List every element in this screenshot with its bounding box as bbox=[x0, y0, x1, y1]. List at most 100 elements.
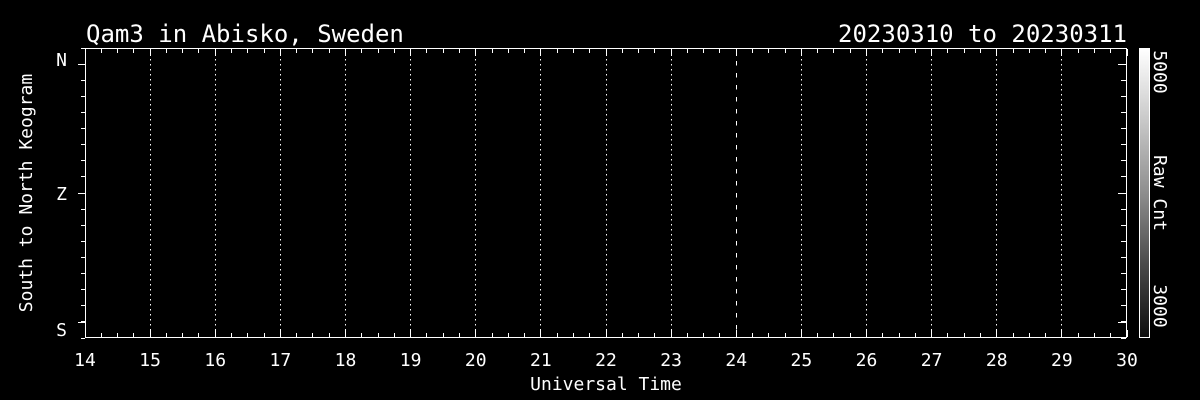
x-tick-label: 20 bbox=[464, 350, 487, 371]
x-minor-tick-bottom bbox=[231, 333, 233, 337]
x-minor-tick-top bbox=[914, 49, 916, 53]
y-minor-tick-left bbox=[81, 240, 85, 242]
y-minor-tick-left bbox=[81, 337, 85, 339]
chart-title: Qam3 in Abisko, Sweden bbox=[86, 20, 404, 48]
y-minor-tick-left bbox=[81, 224, 85, 226]
x-minor-tick-bottom bbox=[1077, 333, 1079, 337]
y-minor-tick-right bbox=[1121, 160, 1126, 162]
y-minor-tick-right bbox=[1121, 47, 1126, 49]
x-major-tick-top bbox=[735, 49, 737, 56]
y-major-tick-right bbox=[1118, 63, 1126, 65]
x-minor-tick-bottom bbox=[979, 333, 981, 337]
x-major-tick-top bbox=[345, 49, 346, 56]
x-minor-tick-top bbox=[833, 49, 835, 53]
x-minor-tick-bottom bbox=[1110, 333, 1112, 337]
y-minor-tick-right bbox=[1121, 95, 1126, 97]
y-minor-tick-left bbox=[81, 176, 85, 178]
x-major-tick-top bbox=[996, 49, 998, 56]
x-minor-tick-top bbox=[426, 49, 428, 53]
x-minor-tick-top bbox=[117, 49, 119, 53]
x-minor-tick-top bbox=[719, 49, 721, 53]
x-minor-tick-bottom bbox=[719, 333, 721, 337]
x-tick-label: 16 bbox=[204, 350, 227, 371]
y-minor-tick-right bbox=[1121, 144, 1126, 146]
x-minor-tick-top bbox=[556, 49, 558, 53]
x-tick-label: 24 bbox=[725, 350, 748, 371]
y-minor-tick-left bbox=[81, 208, 85, 210]
x-major-tick-top bbox=[279, 49, 281, 56]
x-minor-tick-bottom bbox=[768, 333, 770, 337]
x-major-tick-top bbox=[475, 49, 477, 56]
y-minor-tick-right bbox=[1121, 128, 1126, 130]
x-minor-tick-top bbox=[165, 49, 167, 53]
y-minor-tick-right bbox=[1121, 337, 1126, 339]
y-minor-tick-right bbox=[1121, 111, 1126, 113]
y-minor-tick-right bbox=[1121, 176, 1126, 178]
x-minor-tick-top bbox=[638, 49, 640, 53]
x-minor-tick-bottom bbox=[182, 333, 184, 337]
x-major-tick-bottom bbox=[1126, 330, 1128, 337]
x-major-tick-bottom bbox=[410, 330, 412, 337]
x-minor-tick-bottom bbox=[377, 333, 379, 337]
x-major-tick-top bbox=[149, 49, 151, 56]
x-major-tick-bottom bbox=[605, 330, 607, 337]
x-minor-tick-bottom bbox=[784, 333, 786, 337]
y-minor-tick-right bbox=[1121, 256, 1126, 258]
x-minor-tick-bottom bbox=[914, 333, 916, 337]
y-minor-tick-right bbox=[1121, 240, 1126, 242]
x-tick-label: 30 bbox=[1116, 350, 1138, 371]
x-minor-tick-top bbox=[621, 49, 623, 53]
x-minor-tick-bottom bbox=[1028, 333, 1030, 337]
x-major-tick-top bbox=[214, 49, 216, 56]
x-minor-tick-bottom bbox=[817, 333, 819, 337]
x-minor-tick-top bbox=[296, 49, 298, 53]
x-minor-tick-bottom bbox=[426, 333, 428, 337]
y-axis-title: South to North Keogram bbox=[16, 73, 37, 313]
midnight-dashed-line bbox=[735, 49, 737, 337]
x-minor-tick-bottom bbox=[898, 333, 900, 337]
x-major-tick-bottom bbox=[540, 330, 542, 337]
x-minor-tick-bottom bbox=[247, 333, 249, 337]
x-minor-tick-top bbox=[768, 49, 770, 53]
chart-date-range: 20230310 to 20230311 bbox=[838, 20, 1127, 48]
x-minor-tick-bottom bbox=[1093, 333, 1095, 337]
x-minor-tick-top bbox=[817, 49, 819, 53]
x-major-tick-top bbox=[931, 49, 933, 56]
x-minor-tick-bottom bbox=[133, 333, 135, 337]
x-minor-tick-bottom bbox=[654, 333, 656, 337]
x-minor-tick-bottom bbox=[686, 333, 688, 337]
x-tick-label: 28 bbox=[985, 350, 1008, 371]
y-minor-tick-left bbox=[81, 256, 85, 258]
hour-gridline bbox=[214, 49, 216, 337]
x-minor-tick-top bbox=[979, 49, 981, 53]
x-minor-tick-top bbox=[963, 49, 965, 53]
hour-gridline bbox=[540, 49, 542, 337]
x-major-tick-bottom bbox=[800, 330, 802, 337]
x-minor-tick-bottom bbox=[100, 333, 102, 337]
y-minor-tick-left bbox=[81, 273, 85, 275]
y-minor-tick-right bbox=[1121, 305, 1126, 307]
y-major-tick-left bbox=[78, 63, 85, 65]
y-minor-tick-left bbox=[81, 144, 85, 146]
x-major-tick-bottom bbox=[345, 330, 346, 337]
y-minor-tick-left bbox=[81, 79, 85, 81]
x-minor-tick-top bbox=[263, 49, 265, 53]
x-minor-tick-top bbox=[784, 49, 786, 53]
x-major-tick-top bbox=[605, 49, 607, 56]
x-minor-tick-top bbox=[328, 49, 330, 53]
y-major-tick-right bbox=[1118, 192, 1126, 194]
x-minor-tick-top bbox=[100, 49, 102, 53]
x-minor-tick-top bbox=[1077, 49, 1079, 53]
colorbar-title: Raw Cnt bbox=[1149, 155, 1170, 231]
x-minor-tick-top bbox=[1110, 49, 1112, 53]
x-minor-tick-top bbox=[686, 49, 688, 53]
hour-gridline bbox=[800, 49, 802, 337]
x-minor-tick-bottom bbox=[524, 333, 526, 337]
x-minor-tick-bottom bbox=[1012, 333, 1014, 337]
hour-gridline bbox=[931, 49, 933, 337]
x-major-tick-bottom bbox=[279, 330, 281, 337]
y-minor-tick-right bbox=[1121, 273, 1126, 275]
x-minor-tick-bottom bbox=[296, 333, 298, 337]
hour-gridline bbox=[670, 49, 672, 337]
